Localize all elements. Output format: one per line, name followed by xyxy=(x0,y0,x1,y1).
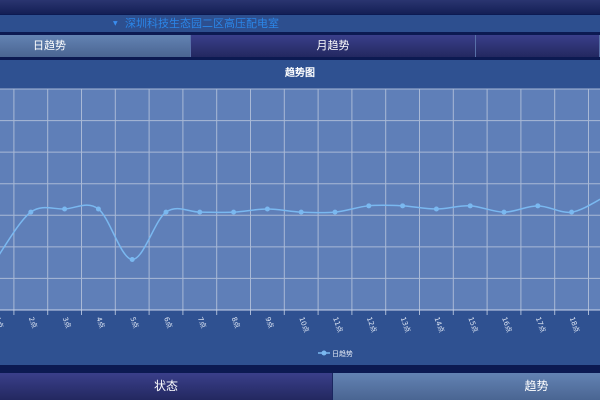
plot-area xyxy=(0,89,600,310)
data-point xyxy=(264,206,270,212)
data-point xyxy=(231,209,237,215)
bottom-tabs: 状态 趋势 xyxy=(0,373,600,400)
x-tick-label: 16点 xyxy=(500,316,513,334)
chart-title: 趋势图 xyxy=(285,68,315,79)
x-tick-label: 9点 xyxy=(264,316,275,330)
location-bar[interactable]: ▼ 深圳科技生态园二区高压配电室 xyxy=(0,15,600,32)
legend-marker-icon xyxy=(321,350,327,356)
tab-daily-trend[interactable]: 日趋势 xyxy=(0,35,191,57)
x-tick-label: 12点 xyxy=(365,316,378,334)
tab-extra[interactable] xyxy=(476,35,600,57)
tab-trend[interactable]: 趋势 xyxy=(333,373,600,400)
trend-tabs: 日趋势 月趋势 xyxy=(0,35,600,57)
data-point xyxy=(28,209,34,215)
data-point xyxy=(535,203,541,209)
top-bar xyxy=(0,0,600,14)
x-tick-label: 14点 xyxy=(433,316,446,334)
x-tick-label: 11点 xyxy=(331,316,344,334)
tab-status[interactable]: 状态 xyxy=(0,373,333,400)
trend-chart: 1点 2点 3点 4点 5点 6点 7点 8点 9点 10点 11点 12点 13点 14点 15点 16点 1… xyxy=(0,88,600,358)
data-point xyxy=(467,203,473,209)
data-point xyxy=(129,256,135,262)
caret-down-icon[interactable]: ▼ xyxy=(113,20,118,27)
x-tick-label: 6点 xyxy=(162,316,173,330)
x-tick-label: 3点 xyxy=(61,316,72,330)
data-point xyxy=(501,209,507,215)
data-point xyxy=(400,203,406,209)
x-tick-label: 7点 xyxy=(196,316,207,330)
data-point xyxy=(433,206,439,212)
data-point xyxy=(332,209,338,215)
location-label[interactable]: 深圳科技生态园二区高压配电室 xyxy=(125,17,279,30)
data-point xyxy=(197,209,203,215)
x-tick-label: 15点 xyxy=(466,316,479,334)
x-tick-label: 17点 xyxy=(534,316,547,334)
data-point xyxy=(366,203,372,209)
data-point xyxy=(569,209,575,215)
legend-label: 日趋势 xyxy=(332,349,353,358)
x-tick-label: 2点 xyxy=(27,316,38,330)
data-point xyxy=(62,206,68,212)
data-point xyxy=(298,209,304,215)
x-tick-label: 4点 xyxy=(95,316,106,330)
data-point xyxy=(95,206,101,212)
x-tick-label: 18点 xyxy=(568,316,581,334)
x-tick-label: 5点 xyxy=(128,316,139,330)
x-tick-label: 8点 xyxy=(230,316,241,330)
x-tick-label: 13点 xyxy=(399,316,412,334)
x-tick-label: 1点 xyxy=(0,316,5,330)
trend-chart-panel: 趋势图 1点 2点 3点 4点 5点 6点 7点 8点 9点 10点 11点 12点 13点 14点 15点… xyxy=(0,60,600,365)
data-point xyxy=(163,209,169,215)
x-tick-label: 10点 xyxy=(297,316,310,334)
tab-monthly-trend[interactable]: 月趋势 xyxy=(191,35,476,57)
